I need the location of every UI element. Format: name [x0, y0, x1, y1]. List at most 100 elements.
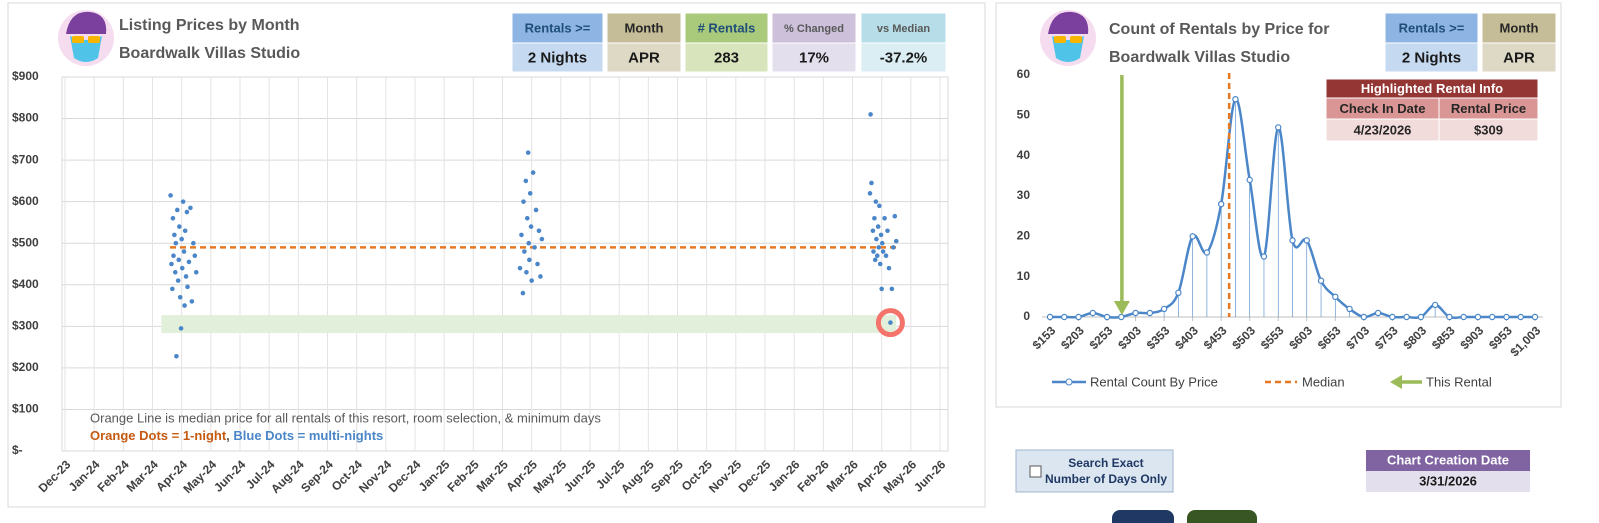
scatter-point — [168, 193, 173, 198]
y-tick-label: $300 — [12, 319, 39, 333]
scatter-point — [172, 232, 177, 238]
count-marker — [1389, 313, 1396, 321]
count-marker — [1374, 309, 1382, 317]
scatter-point — [877, 261, 883, 267]
scatter-point — [188, 205, 193, 211]
table-text: Rentals >= — [525, 20, 591, 35]
this-rental-arrowhead — [1113, 301, 1130, 315]
count-marker — [1089, 309, 1096, 317]
y-tick-label: $- — [12, 443, 23, 457]
scatter-point — [882, 215, 887, 221]
scatter-point — [533, 207, 539, 213]
scatter-point — [877, 203, 882, 209]
scatter-point — [878, 232, 884, 238]
count-marker — [1103, 313, 1111, 321]
table-cell — [606, 42, 682, 73]
scatter-point — [174, 207, 180, 213]
count-marker — [1332, 293, 1339, 301]
right-subtitle: Boardwalk Villas Studio — [1109, 49, 1290, 66]
scatter-point — [183, 274, 189, 279]
scatter-point — [177, 294, 183, 300]
scatter-point — [524, 215, 530, 221]
scatter-point — [883, 253, 889, 258]
scatter-point — [873, 199, 879, 204]
scatter-point — [535, 261, 540, 267]
legend-note-part: , — [226, 428, 233, 443]
count-marker — [1531, 313, 1539, 321]
scatter-point — [880, 249, 886, 254]
scatter-point — [193, 270, 199, 275]
left-title: Listing Prices by Month — [119, 17, 299, 34]
table-text: Month — [625, 20, 664, 35]
scatter-point — [519, 232, 524, 238]
y-tick-label: $700 — [12, 152, 39, 166]
table-cell — [1384, 12, 1479, 44]
scatter-point — [526, 240, 532, 246]
table-cell — [1481, 12, 1557, 44]
y-tick-label: 40 — [1017, 148, 1031, 162]
creation-header — [1366, 450, 1530, 471]
y-tick-label: $600 — [12, 194, 39, 208]
legend-note-part: Orange Dots = 1-night — [90, 428, 227, 443]
scatter-point — [869, 180, 874, 186]
highlight-band — [161, 315, 897, 333]
count-marker — [1431, 301, 1439, 309]
scatter-point — [889, 286, 895, 292]
checkbox[interactable] — [1029, 465, 1042, 478]
right-title: Count of Rentals by Price for — [1109, 21, 1329, 38]
scatter-point — [872, 215, 877, 221]
table-text: # Rentals — [698, 20, 756, 35]
creation-label: Chart Creation Date — [1387, 452, 1509, 467]
scatter-point — [871, 249, 876, 254]
scatter-point — [191, 240, 196, 246]
count-marker — [1046, 313, 1054, 321]
count-marker — [1503, 313, 1510, 321]
scatter-point — [528, 224, 534, 229]
scatter-point — [521, 199, 526, 204]
count-marker — [1360, 313, 1368, 321]
table-cell — [511, 42, 604, 73]
scatter-point — [524, 270, 529, 275]
legend-label: Rental Count By Price — [1090, 374, 1218, 389]
count-marker — [1474, 313, 1482, 321]
scatter-point — [177, 224, 182, 229]
table-text: APR — [628, 49, 660, 66]
scatter-point — [182, 303, 187, 308]
table-text: Highlighted Rental Info — [1361, 81, 1503, 96]
plot-area — [61, 76, 949, 452]
scatter-point — [523, 178, 529, 184]
count-marker — [1061, 313, 1068, 321]
scatter-point — [875, 224, 881, 229]
scatter-point — [179, 265, 185, 271]
scatter-point — [170, 286, 175, 292]
scatter-point — [529, 278, 534, 283]
count-marker — [1246, 176, 1253, 184]
tab-button[interactable] — [1187, 510, 1257, 523]
tab-button[interactable] — [1112, 510, 1174, 523]
count-marker — [1303, 237, 1310, 244]
table-text: Month — [1500, 20, 1539, 35]
y-tick-label: $400 — [12, 277, 39, 291]
scatter-point — [536, 228, 542, 234]
scatter-point — [879, 286, 884, 292]
checkbox-label-box: Search Exact Number of Days Only — [1045, 456, 1167, 486]
scatter-point — [178, 326, 184, 331]
y-tick-label: $100 — [12, 402, 39, 416]
table-text: 2 Nights — [1402, 49, 1461, 66]
creation-value: 3/31/2026 — [1419, 473, 1477, 488]
count-marker — [1317, 277, 1325, 284]
table-text: Check In Date — [1340, 101, 1426, 116]
y-tick-label: $500 — [12, 235, 39, 249]
table-cell — [1384, 42, 1479, 73]
table-cell — [684, 12, 769, 44]
count-marker — [1232, 95, 1239, 103]
scatter-point — [867, 191, 873, 196]
count-marker — [1217, 200, 1225, 208]
scatter-point — [173, 240, 179, 246]
count-marker — [1517, 313, 1524, 321]
scatter-point — [893, 238, 899, 244]
scatter-point — [886, 265, 892, 271]
scatter-point — [175, 278, 181, 283]
y-tick-label: $900 — [12, 69, 39, 83]
